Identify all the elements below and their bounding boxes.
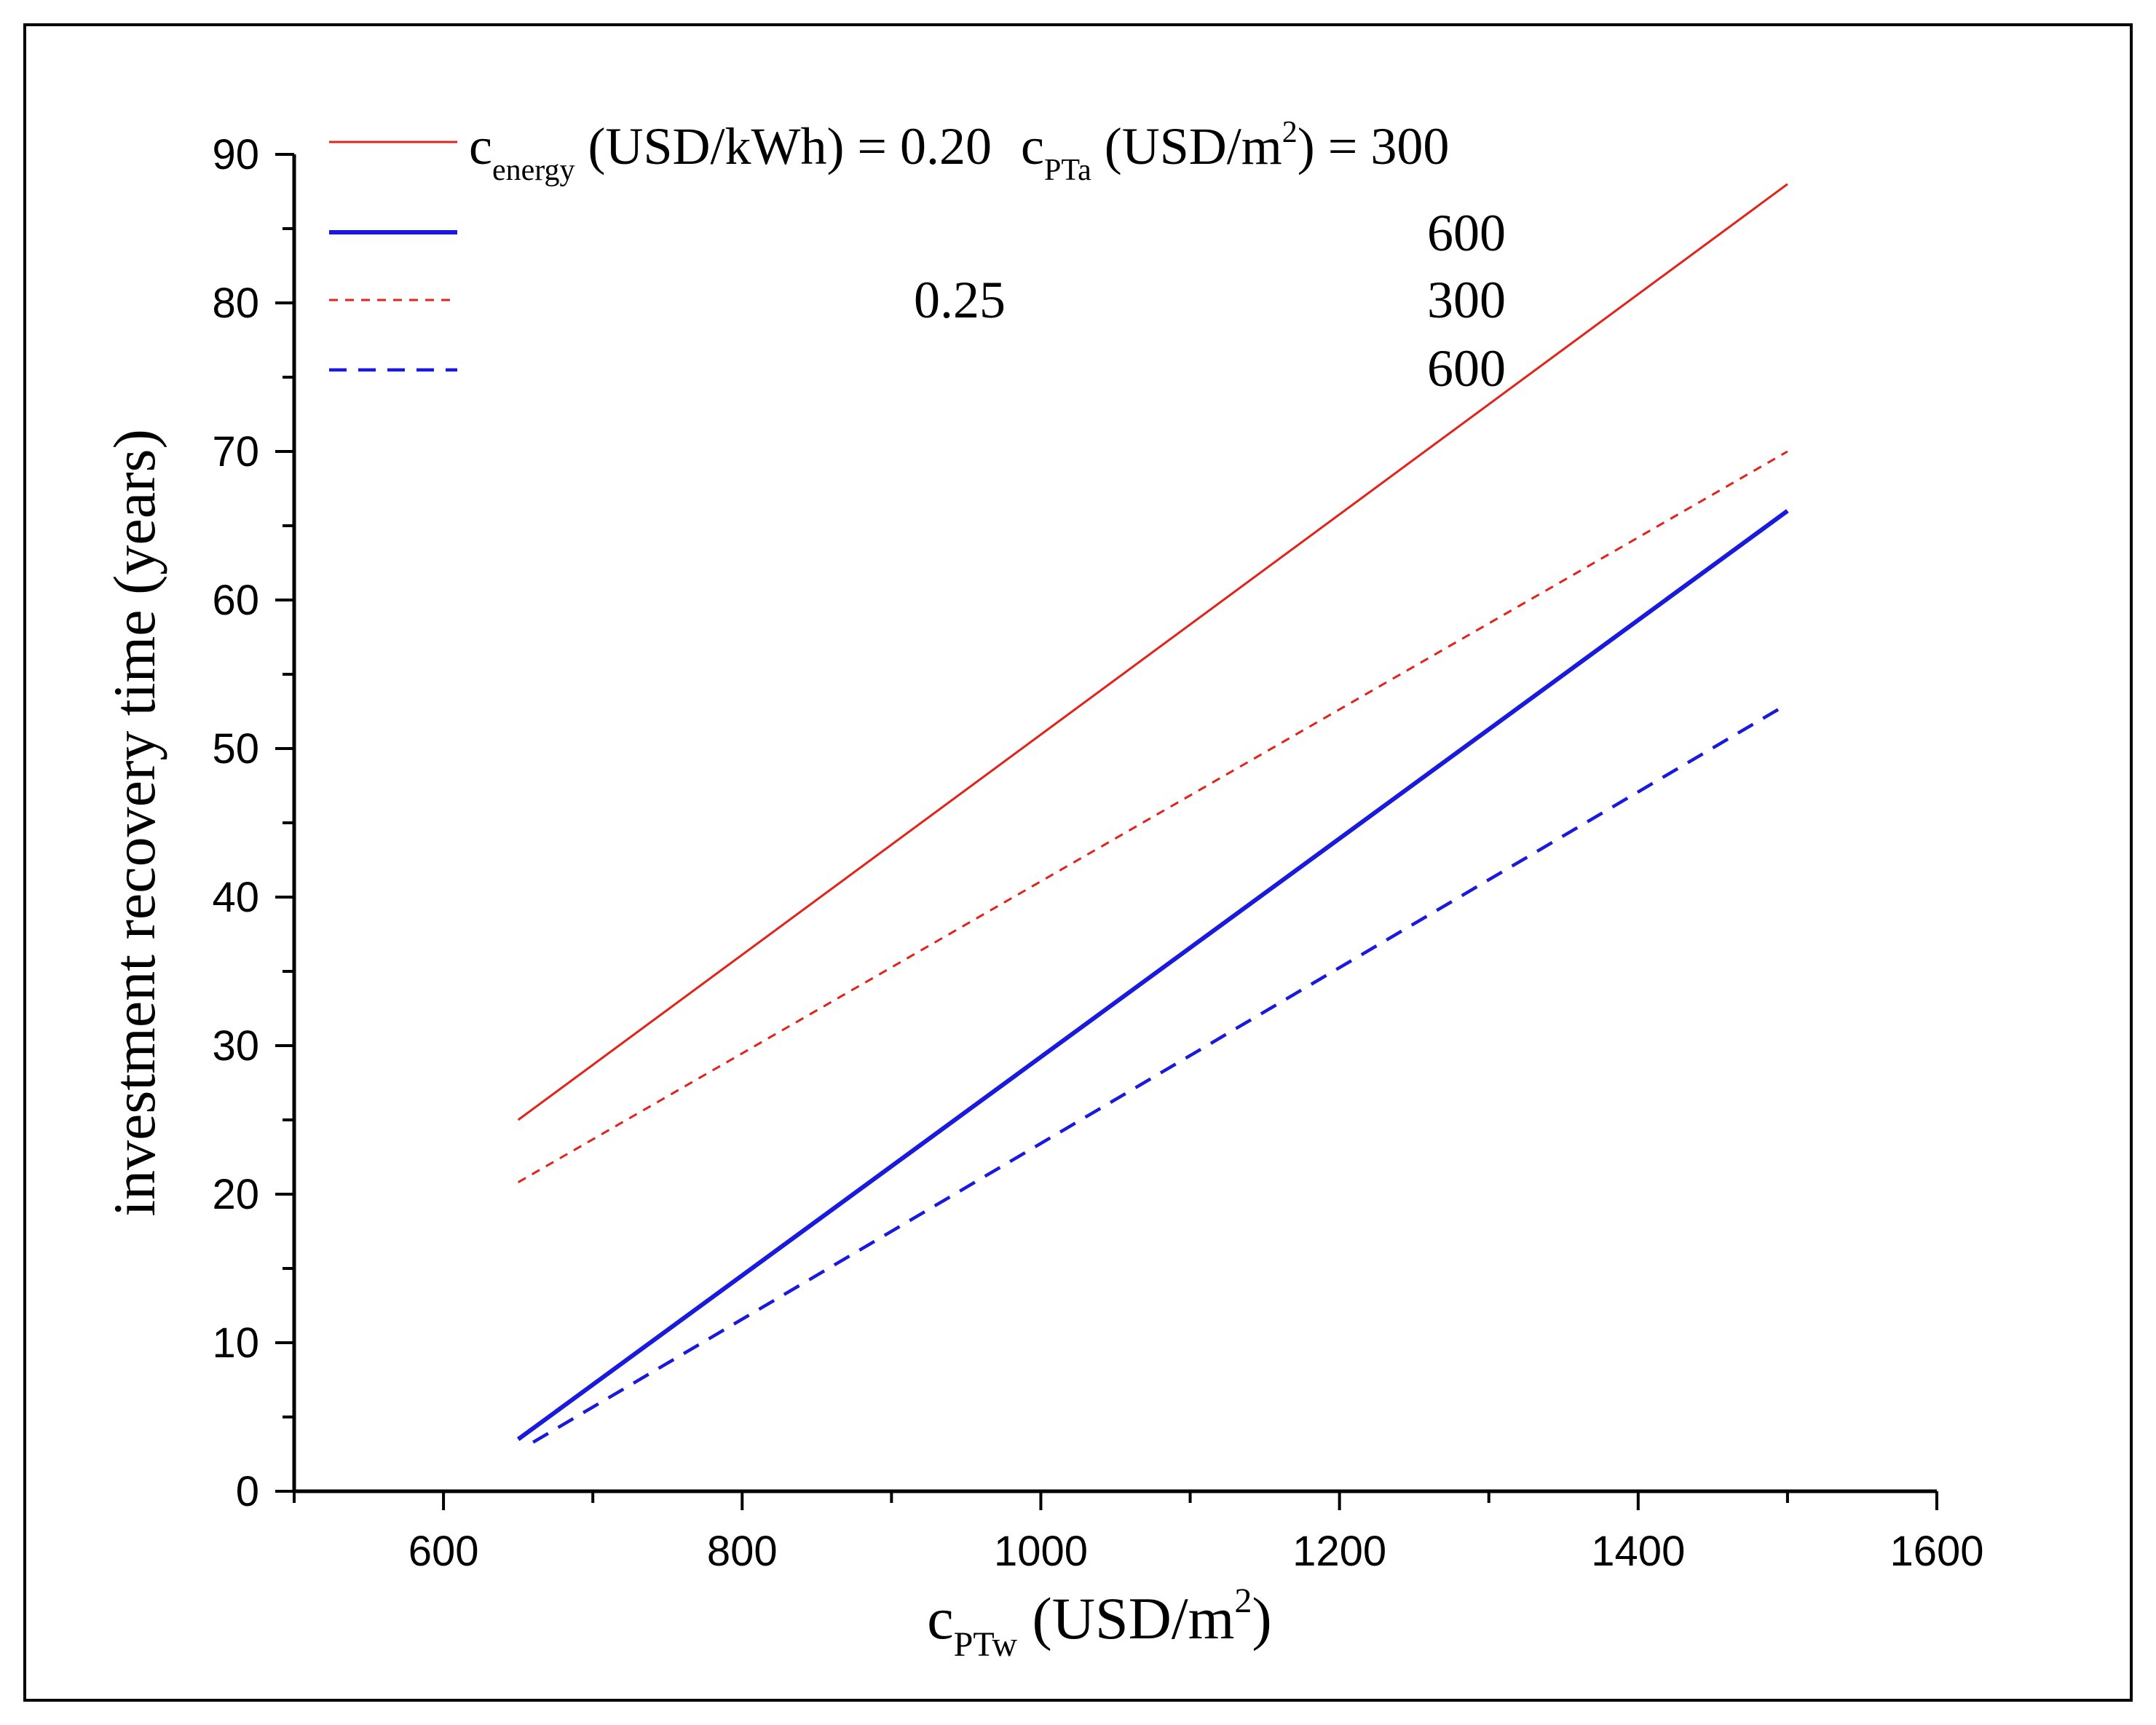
x-tick-label: 600 [408, 1528, 479, 1575]
x-tick-label: 1600 [1890, 1528, 1983, 1575]
legend-pta-value-3: 600 [1427, 339, 1506, 398]
y-tick-label: 80 [212, 280, 259, 327]
x-tick-label: 800 [707, 1528, 778, 1575]
y-tick-label: 10 [212, 1319, 259, 1367]
legend-energy-value-2: 0.25 [914, 271, 1006, 329]
legend-header: cenergy (USD/kWh) = 0.20 cPTa (USD/m2) = … [469, 116, 1449, 187]
legend: cenergy (USD/kWh) = 0.20 cPTa (USD/m2) = … [329, 116, 1506, 398]
y-tick-label: 40 [212, 874, 259, 921]
legend-pta-value-0: 300 [1370, 117, 1449, 175]
legend-pta-value-2: 300 [1427, 271, 1506, 329]
series-line-1 [516, 509, 1789, 1442]
series-line-2 [517, 450, 1788, 1183]
y-axis-label: investment recovery time (years) [101, 429, 167, 1217]
x-tick-label: 1400 [1591, 1528, 1685, 1575]
x-tick-label: 1200 [1292, 1528, 1386, 1575]
y-tick-label: 60 [212, 577, 259, 624]
x-tick-label: 1000 [994, 1528, 1088, 1575]
y-tick-label: 30 [212, 1022, 259, 1070]
y-tick-label: 90 [212, 131, 259, 178]
y-tick-label: 0 [236, 1468, 259, 1515]
series-line-3 [532, 702, 1789, 1444]
series-line-0 [517, 183, 1788, 1121]
legend-energy-value-0: 0.20 [900, 117, 992, 175]
y-tick-label: 20 [212, 1171, 259, 1218]
legend-pta-value-1: 600 [1427, 204, 1506, 262]
x-axis-label: cPTw (USD/m2) [927, 1582, 1271, 1664]
y-tick-label: 50 [212, 725, 259, 773]
y-tick-label: 70 [212, 428, 259, 475]
figure-border [23, 23, 2133, 1702]
axes [292, 154, 1937, 1493]
